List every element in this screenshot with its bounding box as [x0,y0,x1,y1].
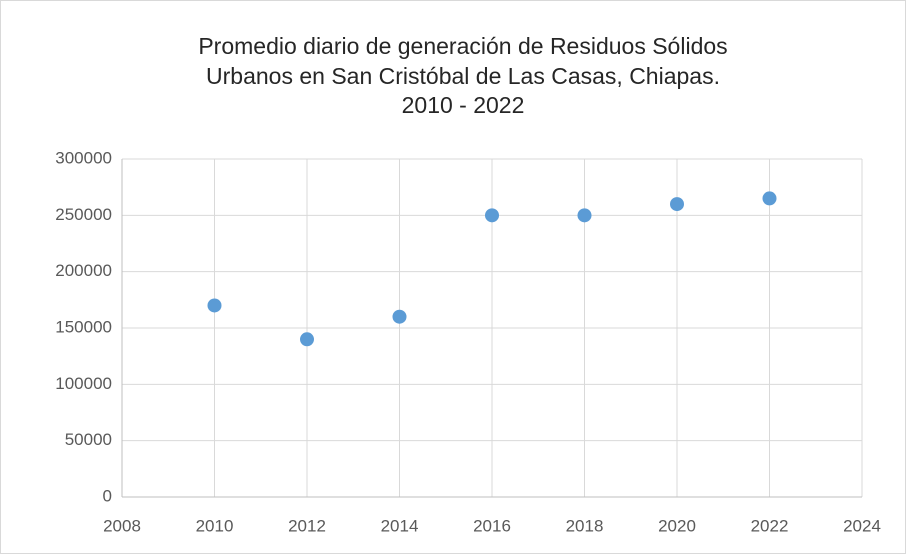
x-tick-label: 2020 [658,516,696,535]
y-tick-label: 100000 [55,374,112,393]
x-tick-label: 2014 [381,516,419,535]
x-tick-label: 2012 [288,516,326,535]
point [762,191,777,206]
x-tick-label: 2010 [196,516,234,535]
point [485,208,499,223]
y-tick-label: 300000 [55,148,112,167]
point [670,197,684,212]
chart-title: Promedio diario de generación de Residuo… [198,33,727,59]
point [300,332,314,347]
y-tick-label: 200000 [55,261,112,280]
point [392,309,407,324]
x-tick-label: 2016 [473,516,511,535]
chart-title: 2010 - 2022 [402,92,525,118]
point [577,208,592,223]
x-tick-label: 2022 [751,516,789,535]
chart-title: Urbanos en San Cristóbal de Las Casas, C… [206,63,720,89]
x-tick-label: 2018 [566,516,604,535]
y-tick-label: 250000 [55,205,112,224]
y-tick-label: 0 [103,486,112,505]
y-tick-label: 50000 [65,430,112,449]
y-tick-label: 150000 [55,317,112,336]
x-tick-label: 2008 [103,516,141,535]
x-tick-label: 2024 [843,516,881,535]
point [207,298,222,313]
